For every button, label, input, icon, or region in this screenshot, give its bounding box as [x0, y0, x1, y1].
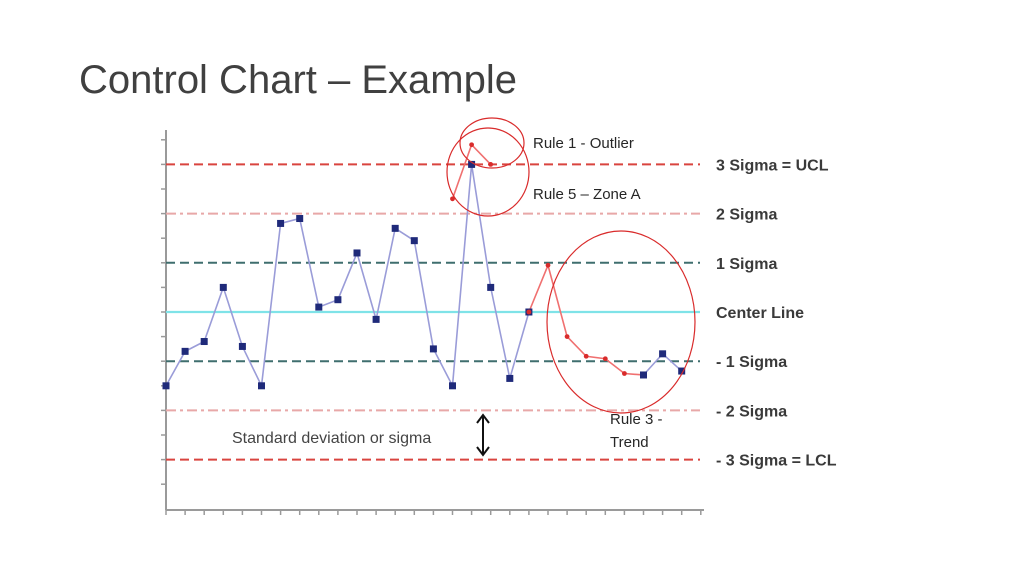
data-point: [488, 162, 494, 167]
rule5-circle: [446, 127, 530, 217]
data-point: [469, 142, 474, 148]
data-point: [181, 347, 189, 355]
control-line-label: 1 Sigma: [716, 256, 777, 273]
data-point: [372, 315, 380, 323]
control-line-label: - 2 Sigma: [716, 403, 787, 420]
data-point: [219, 283, 227, 291]
data-point: [564, 334, 570, 339]
data-point: [640, 371, 647, 379]
data-point: [410, 237, 418, 245]
series-line: [165, 164, 530, 389]
data-point: [659, 350, 667, 358]
data-point: [678, 367, 686, 375]
data-point: [334, 296, 342, 304]
sigma-annotation-label: Standard deviation or sigma: [232, 430, 431, 447]
slide-title: Control Chart – Example: [79, 58, 517, 102]
data-point: [315, 303, 323, 311]
rule3-circle: [546, 230, 696, 414]
rule1-outlier-callout: Rule 1 - Outlier: [533, 135, 634, 152]
chart-axes: [161, 130, 704, 515]
data-series: [162, 142, 686, 390]
data-point: [200, 338, 208, 346]
rule3-trend-callout: Rule 3 - Trend: [610, 408, 663, 454]
data-point: [622, 371, 627, 376]
data-point: [296, 215, 304, 223]
control-lines: 3 Sigma = UCL 2 Sigma 1 Sigma Center Line - …: [166, 157, 837, 470]
data-point: [429, 345, 437, 353]
data-point: [545, 262, 551, 268]
control-line-label: - 3 Sigma = LCL: [716, 453, 837, 470]
rule1-circle: [459, 117, 525, 169]
control-line-label: 3 Sigma = UCL: [716, 157, 829, 174]
rule3-callout-line2: Trend: [610, 434, 649, 451]
data-point: [602, 356, 608, 362]
control-line-label: Center Line: [716, 305, 804, 322]
data-point: [506, 374, 514, 382]
rule5-zone-a-callout: Rule 5 – Zone A: [533, 186, 641, 203]
data-point: [487, 283, 495, 291]
data-point: [450, 196, 455, 202]
data-point: [391, 224, 399, 232]
data-point: [258, 382, 265, 390]
data-point: [583, 353, 589, 359]
data-point: [277, 219, 285, 227]
data-point: [238, 342, 246, 350]
data-point: [353, 249, 361, 257]
annotations: Standard deviation or sigma: [232, 117, 696, 457]
data-point: [468, 160, 476, 168]
rule3-callout-line1: Rule 3 -: [610, 411, 663, 428]
data-point: [162, 382, 170, 390]
double-arrow-icon: [476, 413, 490, 457]
data-point: [526, 309, 532, 315]
control-line-label: - 1 Sigma: [716, 354, 787, 371]
control-line-label: 2 Sigma: [716, 207, 777, 224]
data-point: [449, 382, 456, 390]
